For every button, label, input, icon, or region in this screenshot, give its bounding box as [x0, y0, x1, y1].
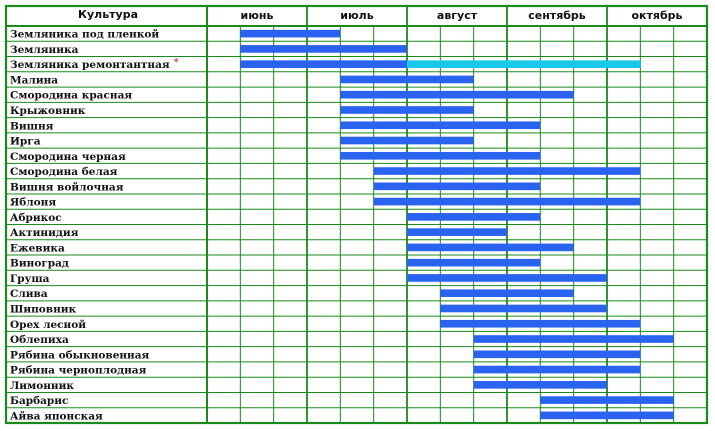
crop-label: Груша	[10, 273, 50, 285]
harvest-bar	[340, 151, 541, 160]
harvest-bar	[473, 335, 674, 343]
crop-label: Орех лесной	[10, 319, 86, 331]
harvest-bar	[340, 75, 474, 84]
crop-label: Актинидия	[10, 227, 79, 239]
harvest-bar-extended	[407, 60, 641, 68]
harvest-bar	[540, 396, 674, 404]
crop-label: Земляника под пленкой	[10, 29, 159, 41]
harvest-bar	[373, 197, 641, 206]
harvest-bar	[240, 60, 407, 68]
crop-label: Яблоня	[10, 197, 56, 209]
harvest-bar	[373, 182, 541, 191]
crop-label: Рябина обыкновенная	[10, 349, 150, 361]
harvest-bar	[440, 319, 641, 328]
crop-label: Виноград	[10, 258, 69, 270]
harvest-bar	[473, 350, 641, 359]
crop-label: Земляника ремонтантная	[10, 59, 170, 71]
harvest-bar	[340, 136, 474, 145]
harvest-bar	[473, 381, 607, 389]
harvest-bar	[373, 167, 641, 175]
crop-label: Ежевика	[10, 242, 65, 254]
remontant-note-marker: *	[174, 57, 179, 68]
crop-label: Смородина черная	[10, 151, 126, 163]
month-header-5: октябрь	[632, 9, 683, 22]
harvest-bar	[240, 45, 407, 53]
crop-label: Вишня войлочная	[10, 181, 124, 193]
crop-label: Ирга	[10, 136, 41, 148]
month-header-4: сентябрь	[528, 9, 586, 22]
harvest-bar	[340, 106, 474, 114]
crop-label: Барбарис	[10, 395, 68, 407]
crop-label: Земляника	[10, 44, 79, 56]
crop-label: Шиповник	[10, 303, 77, 315]
harvest-bar	[407, 243, 574, 252]
crop-label: Абрикос	[10, 212, 62, 224]
month-header-1: июнь	[241, 9, 274, 22]
harvest-bar	[407, 213, 541, 221]
crop-column-header: Культура	[78, 8, 138, 21]
harvest-bar	[240, 29, 341, 38]
bars	[240, 29, 674, 420]
labels: Культура июнь июль август сентябрь октябрь Зе…	[10, 8, 683, 422]
harvest-bar	[473, 365, 641, 374]
harvest-bar	[340, 90, 574, 99]
harvest-bar	[407, 274, 607, 282]
harvest-bar	[440, 289, 574, 298]
harvest-bar	[407, 228, 507, 236]
crop-label: Вишня	[10, 120, 54, 132]
harvest-bar	[340, 121, 541, 130]
crop-label: Лимонник	[10, 380, 74, 392]
crop-label: Смородина белая	[10, 166, 118, 178]
crop-label: Облепиха	[10, 334, 69, 346]
crop-label: Айва японская	[10, 410, 103, 422]
crop-label: Рябина черноплодная	[10, 365, 147, 377]
crop-label: Смородина красная	[10, 90, 132, 102]
harvest-bar	[440, 304, 607, 313]
harvest-bar	[407, 258, 541, 267]
crop-label: Крыжовник	[10, 105, 86, 117]
crop-label: Малина	[10, 74, 58, 86]
crop-label: Слива	[10, 288, 48, 300]
month-header-3: август	[437, 9, 478, 22]
harvest-bar	[540, 411, 674, 420]
month-header-2: июль	[340, 9, 373, 22]
grid-frame	[4, 4, 709, 425]
